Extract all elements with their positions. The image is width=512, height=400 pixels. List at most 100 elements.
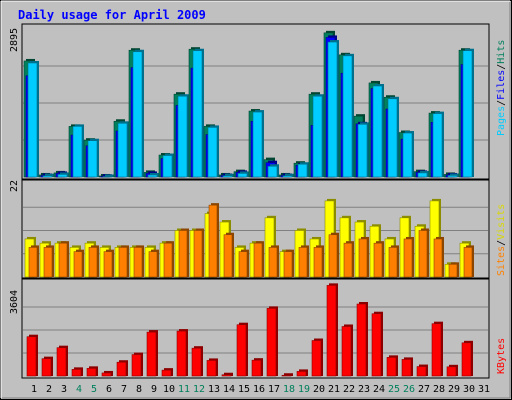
pages-bar-day-16 bbox=[252, 110, 264, 178]
pages-bar-day-22 bbox=[342, 53, 354, 178]
kbytes-bar-day-19 bbox=[296, 369, 308, 377]
kbytes-bar-day-29 bbox=[446, 364, 458, 377]
kbytes-bar-day-26 bbox=[401, 357, 413, 377]
sites-bar-day-18 bbox=[283, 249, 294, 278]
kbytes-bar-day-10 bbox=[161, 368, 173, 377]
day-label-23: 23 bbox=[358, 384, 370, 395]
pages-bar-day-30 bbox=[462, 48, 474, 178]
kbytes-bar-day-24 bbox=[371, 311, 383, 377]
day-label-28: 28 bbox=[433, 384, 445, 395]
legend-hits-panel: Pages/Files/Hits bbox=[496, 40, 507, 136]
legend-sep-1: / bbox=[496, 100, 507, 106]
pages-bar-day-15 bbox=[237, 171, 249, 178]
sites-bar-day-6 bbox=[103, 249, 114, 278]
pages-bar-day-8 bbox=[132, 49, 144, 178]
sites-bar-day-5 bbox=[88, 245, 99, 278]
day-label-20: 20 bbox=[313, 384, 325, 395]
pages-bar-day-9 bbox=[147, 172, 159, 178]
sites-bar-day-17 bbox=[268, 245, 279, 278]
day-label-30: 30 bbox=[463, 384, 475, 395]
day-label-22: 22 bbox=[343, 384, 355, 395]
day-label-9: 9 bbox=[151, 384, 157, 395]
day-label-26: 26 bbox=[403, 384, 415, 395]
sites-bar-day-15 bbox=[238, 249, 249, 278]
day-label-19: 19 bbox=[298, 384, 310, 395]
sites-bar-day-10 bbox=[163, 241, 174, 278]
pages-bar-day-29 bbox=[447, 173, 459, 178]
chart-title: Daily usage for April 2009 bbox=[18, 8, 206, 22]
sites-bar-day-1 bbox=[28, 245, 39, 278]
pages-bar-day-6 bbox=[102, 174, 114, 178]
panel-kbytes-bars bbox=[26, 283, 473, 377]
sites-bar-day-27 bbox=[418, 228, 429, 278]
day-label-17: 17 bbox=[268, 384, 280, 395]
sites-bar-day-8 bbox=[133, 245, 144, 278]
pages-bar-day-24 bbox=[372, 84, 384, 178]
day-label-16: 16 bbox=[253, 384, 265, 395]
pages-bar-day-4 bbox=[72, 124, 84, 178]
pages-bar-day-17 bbox=[267, 164, 279, 178]
day-label-7: 7 bbox=[121, 384, 127, 395]
legend-visits: Visits bbox=[496, 204, 507, 240]
kbytes-bar-day-5 bbox=[86, 366, 98, 377]
kbytes-bar-day-23 bbox=[356, 302, 368, 377]
day-label-3: 3 bbox=[61, 384, 67, 395]
kbytes-ymax-label: 3604 bbox=[9, 290, 20, 314]
day-label-25: 25 bbox=[388, 384, 400, 395]
pages-bar-day-27 bbox=[417, 170, 429, 178]
panel-kbytes-grid bbox=[23, 306, 488, 354]
day-label-18: 18 bbox=[283, 384, 295, 395]
pages-bar-day-5 bbox=[87, 138, 99, 178]
panel-hits-bars bbox=[23, 30, 474, 178]
day-label-24: 24 bbox=[373, 384, 385, 395]
day-label-31: 31 bbox=[478, 384, 490, 395]
pages-bar-day-18 bbox=[282, 173, 294, 178]
kbytes-bar-day-30 bbox=[461, 340, 473, 377]
day-label-29: 29 bbox=[448, 384, 460, 395]
legend-sep-3: / bbox=[496, 240, 507, 246]
day-label-5: 5 bbox=[91, 384, 97, 395]
sites-bar-day-3 bbox=[58, 241, 69, 278]
day-label-12: 12 bbox=[193, 384, 205, 395]
kbytes-bar-day-11 bbox=[176, 329, 188, 377]
pages-bar-day-28 bbox=[432, 111, 444, 178]
sites-bar-day-30 bbox=[463, 245, 474, 278]
pages-bar-day-11 bbox=[177, 94, 189, 178]
sites-bar-day-2 bbox=[43, 245, 54, 278]
sites-bar-day-19 bbox=[298, 245, 309, 278]
sites-bar-day-7 bbox=[118, 245, 129, 278]
pages-bar-day-25 bbox=[387, 96, 399, 178]
kbytes-bar-day-21 bbox=[326, 283, 338, 377]
pages-bar-day-20 bbox=[312, 94, 324, 178]
panel-sites bbox=[21, 179, 490, 279]
kbytes-bar-day-7 bbox=[116, 360, 128, 377]
sites-bar-day-4 bbox=[73, 249, 84, 278]
day-label-15: 15 bbox=[238, 384, 250, 395]
sites-bar-day-20 bbox=[313, 245, 324, 278]
kbytes-bar-day-20 bbox=[311, 338, 323, 377]
legend-sites: Sites bbox=[496, 246, 507, 276]
sites-bar-day-25 bbox=[388, 245, 399, 278]
panel-hits bbox=[21, 23, 490, 180]
sites-bar-day-14 bbox=[223, 232, 234, 278]
sites-bar-day-22 bbox=[343, 241, 354, 278]
pages-bar-day-1 bbox=[27, 60, 39, 178]
x-axis-day-labels: 1 2 3 4 5 6 7 8 9 10 11 12 13 14 15 16 17 18 19 20 21 22 23 24 2… bbox=[31, 384, 490, 395]
hits-ymax-label: 2895 bbox=[9, 28, 20, 52]
kbytes-bar-day-15 bbox=[236, 322, 248, 377]
pages-bar-day-12 bbox=[192, 48, 204, 178]
pages-bar-day-19 bbox=[297, 162, 309, 178]
kbytes-bar-day-25 bbox=[386, 355, 398, 377]
sites-bar-day-29 bbox=[448, 262, 459, 278]
legend-kbytes: KBytes bbox=[496, 338, 507, 374]
day-label-10: 10 bbox=[163, 384, 175, 395]
pages-bar-day-10 bbox=[162, 153, 174, 178]
day-label-1: 1 bbox=[31, 384, 37, 395]
sites-bar-day-23 bbox=[358, 236, 369, 278]
sites-bar-day-13 bbox=[208, 203, 219, 278]
legend-files: Files bbox=[496, 70, 507, 100]
kbytes-bar-day-1 bbox=[26, 334, 38, 377]
day-label-21: 21 bbox=[328, 384, 340, 395]
panel-sites-bars bbox=[24, 198, 474, 278]
